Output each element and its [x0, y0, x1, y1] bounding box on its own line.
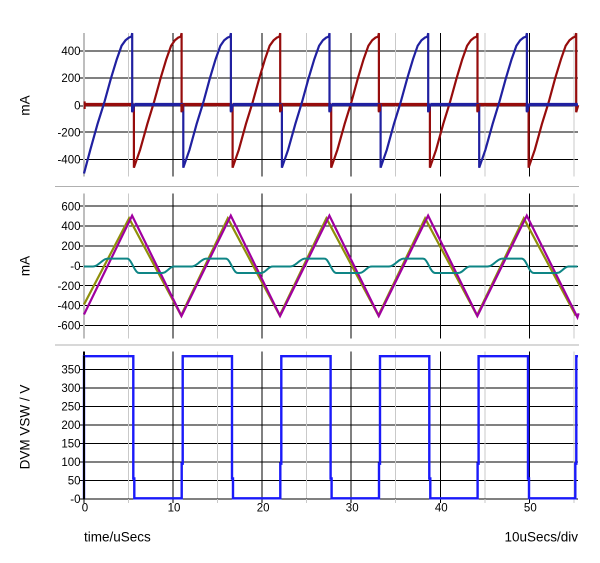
svg-text:200: 200 [61, 73, 80, 85]
svg-text:100: 100 [61, 457, 80, 469]
svg-text:350: 350 [61, 364, 80, 376]
svg-text:mA: mA [18, 256, 33, 276]
svg-text:-400: -400 [57, 301, 80, 313]
svg-text:150: 150 [61, 438, 80, 450]
svg-text:-200: -200 [57, 281, 80, 293]
svg-text:-600: -600 [57, 321, 80, 333]
svg-text:DVM VSW / V: DVM VSW / V [18, 385, 33, 470]
svg-text:200: 200 [61, 241, 80, 253]
svg-text:50: 50 [524, 502, 537, 514]
svg-text:mA: mA [18, 95, 33, 115]
svg-text:0: 0 [82, 502, 88, 514]
svg-text:400: 400 [61, 221, 80, 233]
svg-text:20: 20 [257, 502, 270, 514]
svg-text:300: 300 [61, 383, 80, 395]
svg-text:-0: -0 [70, 494, 80, 506]
svg-text:10uSecs/div: 10uSecs/div [504, 530, 578, 545]
svg-text:0: 0 [74, 100, 80, 112]
svg-text:-400: -400 [57, 154, 80, 166]
svg-text:40: 40 [435, 502, 448, 514]
svg-text:10: 10 [168, 502, 181, 514]
svg-text:30: 30 [346, 502, 359, 514]
svg-text:-0: -0 [70, 261, 80, 273]
svg-text:50: 50 [68, 475, 81, 487]
svg-text:-200: -200 [57, 127, 80, 139]
svg-text:400: 400 [61, 46, 80, 58]
svg-text:time/uSecs: time/uSecs [84, 530, 151, 545]
svg-text:600: 600 [61, 201, 80, 213]
svg-text:250: 250 [61, 401, 80, 413]
svg-text:200: 200 [61, 420, 80, 432]
